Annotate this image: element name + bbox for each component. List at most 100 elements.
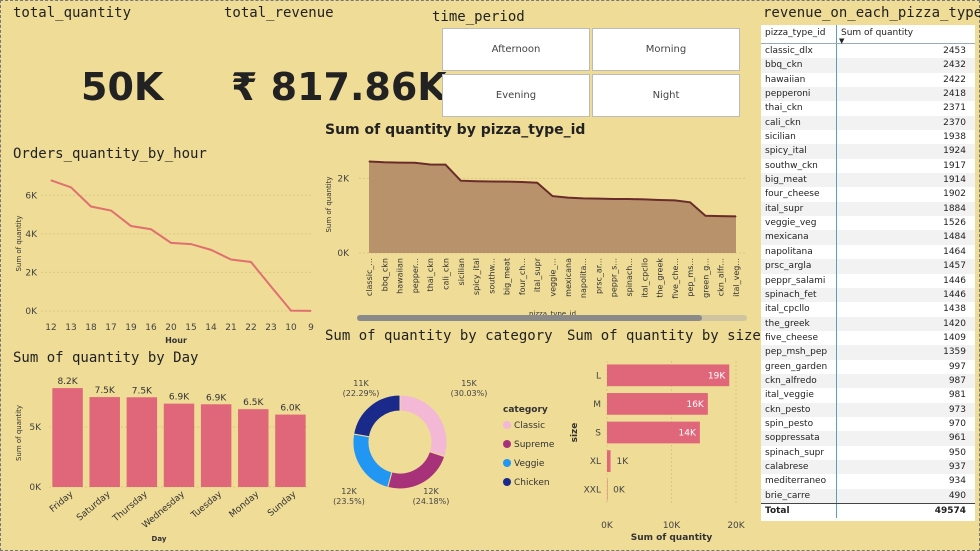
x-tick-label: 10K [663, 521, 681, 531]
data-label: 14K [679, 429, 697, 439]
x-tick-label: four_ch... [518, 258, 527, 295]
data-point [50, 179, 52, 181]
table-row[interactable]: spinach_supr 950 [761, 445, 975, 460]
bar [126, 397, 158, 487]
data-point [444, 164, 446, 166]
x-axis-title: Sum of quantity [631, 533, 713, 543]
table-row[interactable]: ckn_alfredo 987 [761, 373, 975, 389]
total-revenue-value: ₹ 817.86K [231, 65, 447, 109]
table-row[interactable]: veggie_veg 1526 [761, 216, 975, 231]
quantity-cell: 2432 [836, 58, 970, 73]
quantity-cell: 987 [836, 373, 970, 389]
bar [607, 393, 708, 415]
x-tick-label: 10 [285, 323, 297, 333]
table-row[interactable]: prsc_argla 1457 [761, 259, 975, 274]
table-row[interactable]: pepperoni 2418 [761, 87, 975, 102]
data-point [210, 249, 212, 251]
table-row[interactable]: four_cheese 1902 [761, 187, 975, 202]
sort-descending-icon: ▼ [839, 37, 845, 45]
column-header-pizza-type-id[interactable]: pizza_type_id [765, 28, 826, 38]
data-point [368, 160, 370, 162]
quantity-by-pizza-type-chart: 0K 2K classic_... bbq_ckn hawaiian pepper... t… [325, 160, 747, 321]
revenue-table: pizza_type_id Sum of quantity ▼ classic_… [761, 25, 975, 521]
x-tick-label: 18 [85, 323, 97, 333]
column-header-sum-of-quantity[interactable]: Sum of quantity ▼ [836, 25, 970, 45]
table-row[interactable]: pep_msh_pep 1359 [761, 345, 975, 360]
quantity-cell: 2371 [836, 101, 970, 116]
slicer-option-afternoon[interactable]: Afternoon [442, 28, 590, 71]
table-row[interactable]: southw_ckn 1917 [761, 158, 975, 174]
quantity-cell: 970 [836, 416, 970, 432]
table-row[interactable]: thai_ckn 2371 [761, 101, 975, 116]
y-axis-title: size [570, 423, 580, 443]
data-point [383, 161, 385, 163]
quantity-cell: 981 [836, 388, 970, 403]
x-tick-label: green_g... [701, 258, 710, 298]
table-row[interactable]: spinach_fet 1446 [761, 287, 975, 303]
pizza-type-cell: big_meat [765, 175, 807, 186]
data-point [399, 162, 401, 164]
pizza-type-cell: pep_msh_pep [765, 347, 828, 358]
data-point [190, 243, 192, 245]
x-axis-title: pizza_type_id [529, 310, 576, 318]
slice-percent: (24.18%) [413, 497, 450, 506]
series-area [369, 161, 736, 253]
table-row[interactable]: peppr_salami 1446 [761, 273, 975, 288]
x-tick-label: five_che... [671, 258, 680, 299]
data-point [689, 201, 691, 203]
y-tick-label: 2K [337, 174, 350, 184]
quantity-cell: 1526 [836, 216, 970, 231]
table-row[interactable]: calabrese 937 [761, 459, 975, 475]
y-tick-label: M [593, 400, 601, 410]
pizza-type-cell: soppressata [765, 433, 820, 444]
table-row[interactable]: sicilian 1938 [761, 130, 975, 145]
pizza-type-cell: classic_dlx [765, 46, 813, 56]
y-tick-label: 0K [25, 307, 38, 317]
y-tick-label: 2K [25, 268, 38, 278]
pizza-type-cell: spicy_ital [765, 146, 807, 157]
bar [163, 403, 195, 487]
table-row[interactable]: bbq_ckn 2432 [761, 58, 975, 73]
horizontal-scrollbar[interactable] [357, 315, 702, 321]
table-row[interactable]: cali_ckn 2370 [761, 115, 975, 131]
table-row[interactable]: napolitana 1464 [761, 244, 975, 260]
quantity-by-category-chart: 15K(30.03%)12K(24.18%)12K(23.5%)11K(22.2… [333, 379, 555, 506]
table-row[interactable]: spicy_ital 1924 [761, 144, 975, 159]
table-row[interactable]: hawaiian 2422 [761, 72, 975, 88]
table-row[interactable]: spin_pesto 970 [761, 416, 975, 432]
x-tick-label: 15 [185, 323, 196, 333]
slicer-option-morning[interactable]: Morning [592, 28, 740, 71]
x-tick-label: thai_ckn [426, 258, 435, 291]
x-tick-label: napolita... [579, 258, 588, 298]
quantity-cell: 1884 [836, 201, 970, 217]
table-row[interactable]: mexicana 1484 [761, 230, 975, 245]
x-tick-label: 14 [205, 323, 217, 333]
quantity-cell: 1446 [836, 273, 970, 288]
bar [607, 450, 611, 472]
table-row[interactable]: big_meat 1914 [761, 173, 975, 188]
table-row[interactable]: the_greek 1420 [761, 316, 975, 331]
slice-label: 12K [423, 487, 439, 496]
slicer-option-night[interactable]: Night [592, 74, 740, 117]
data-point [659, 199, 661, 201]
table-row[interactable]: mediterraneo 934 [761, 474, 975, 489]
data-point [250, 261, 252, 263]
bar [200, 404, 232, 487]
table-row[interactable]: classic_dlx 2453 [761, 44, 975, 59]
bar [238, 409, 269, 487]
table-row[interactable]: ital_veggie 981 [761, 388, 975, 403]
table-row[interactable]: ital_cpcllo 1438 [761, 302, 975, 317]
table-row[interactable]: ital_supr 1884 [761, 201, 975, 217]
quantity-cell: 1409 [836, 330, 970, 346]
table-row[interactable]: ckn_pesto 973 [761, 402, 975, 417]
table-row[interactable]: five_cheese 1409 [761, 330, 975, 346]
table-row[interactable]: soppressata 961 [761, 431, 975, 446]
category-chart-title: Sum of quantity by category [325, 328, 553, 344]
data-label: 6.5K [243, 398, 264, 408]
table-row[interactable]: brie_carre 490 [761, 488, 975, 503]
x-tick-label: veggie_... [549, 258, 558, 297]
x-tick-label: bbq_ckn [380, 258, 389, 291]
slicer-option-evening[interactable]: Evening [442, 74, 590, 117]
table-row[interactable]: green_garden 997 [761, 359, 975, 374]
